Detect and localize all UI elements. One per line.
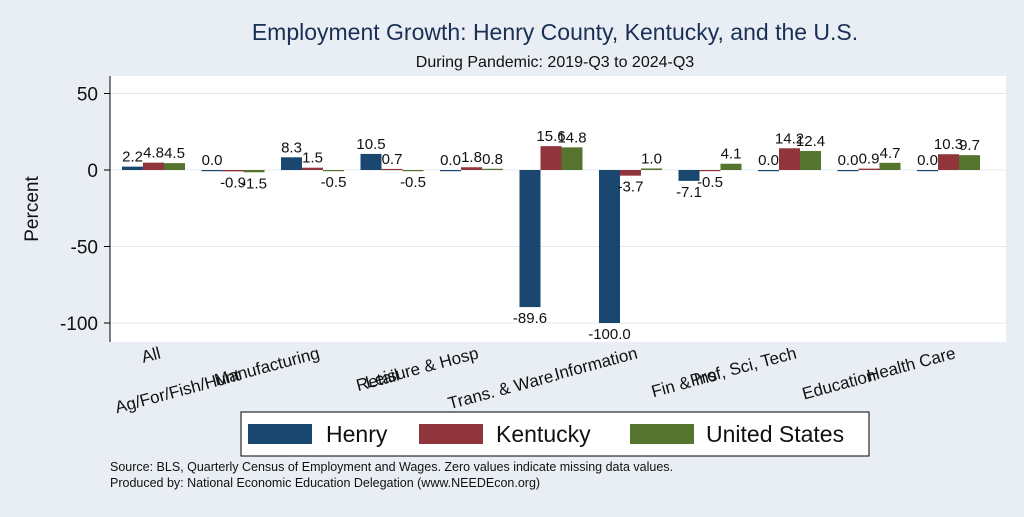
data-label-henry: -7.1 [676, 184, 702, 201]
chart-subtitle: During Pandemic: 2019-Q3 to 2024-Q3 [416, 54, 694, 71]
category-label: Manufacturing [213, 344, 322, 390]
legend-swatch-kentucky [419, 424, 483, 444]
bar-henry [281, 157, 302, 170]
footer-produced-by: Produced by: National Economic Education… [110, 476, 540, 490]
y-tick-label: -50 [71, 238, 98, 259]
bar-henry [201, 170, 223, 172]
data-label-kentucky: 1.8 [461, 149, 482, 166]
bar-kentucky [699, 170, 721, 172]
bars-layer [122, 146, 980, 323]
category-label: All [139, 344, 162, 367]
data-label-henry: -89.6 [513, 310, 547, 327]
data-label-henry: -100.0 [588, 326, 631, 343]
legend-box [240, 411, 870, 457]
footer-source: Source: BLS, Quarterly Census of Employm… [110, 460, 673, 474]
data-label-henry: 10.5 [356, 136, 385, 153]
category-label: Health Care [865, 344, 958, 386]
bar-kentucky [620, 170, 641, 176]
data-label-united-states: 4.1 [721, 146, 742, 163]
legend-label-henry: Henry [326, 421, 388, 447]
bar-henry [440, 170, 461, 172]
data-label-henry: 2.2 [122, 149, 143, 166]
bar-kentucky [143, 162, 164, 170]
data-label-henry: 0.0 [838, 152, 859, 169]
bar-united-states [164, 163, 185, 170]
data-label-united-states: 0.8 [482, 151, 503, 168]
data-label-henry: 0.0 [758, 152, 779, 169]
data-label-united-states: -0.5 [400, 174, 426, 191]
data-label-united-states: 12.4 [796, 133, 825, 150]
bar-united-states [323, 170, 344, 172]
data-label-henry: 0.0 [440, 152, 461, 169]
y-axis-label: Percent [22, 176, 43, 242]
data-label-united-states: 1.0 [641, 150, 662, 167]
data-label-kentucky: 0.9 [859, 151, 880, 168]
legend-label-kentucky: Kentucky [496, 421, 591, 447]
bar-kentucky [302, 167, 323, 170]
data-label-henry: 8.3 [281, 139, 302, 156]
bar-henry [360, 153, 382, 170]
bar-henry [917, 170, 938, 172]
data-label-kentucky: 10.3 [934, 136, 963, 153]
bar-kentucky [540, 146, 562, 170]
y-tick-label: -100 [60, 314, 98, 335]
bar-henry [837, 170, 859, 172]
bar-kentucky [461, 167, 482, 170]
chart-title: Employment Growth: Henry County, Kentuck… [252, 19, 858, 45]
bar-united-states [641, 168, 662, 170]
data-label-kentucky: -0.5 [697, 174, 723, 191]
data-label-united-states: 14.8 [557, 129, 586, 146]
bar-henry [678, 170, 700, 181]
data-label-united-states: 9.7 [959, 137, 980, 154]
bar-kentucky [381, 168, 403, 171]
data-label-united-states: -0.5 [321, 174, 347, 191]
bar-united-states [800, 151, 821, 170]
y-tick-label: 0 [87, 161, 98, 182]
data-label-kentucky: -0.9 [220, 174, 246, 191]
data-label-kentucky: 14.2 [775, 130, 804, 147]
bar-united-states [879, 162, 901, 170]
legend: Henry Kentucky United States [240, 411, 870, 457]
legend-swatch-henry [248, 424, 312, 444]
bar-henry [758, 170, 779, 172]
bar-united-states [959, 155, 980, 170]
data-label-kentucky: 0.7 [382, 151, 403, 168]
bar-kentucky [938, 154, 959, 170]
bar-united-states [482, 168, 503, 170]
category-label: Information [552, 344, 639, 384]
bar-henry [599, 170, 620, 323]
data-label-united-states: -1.5 [241, 175, 267, 192]
bar-henry [519, 170, 541, 308]
data-label-kentucky: -3.7 [618, 179, 644, 196]
bar-united-states [243, 170, 265, 173]
labels-layer: 2.2 4.8 4.5 0.0 -0.9-1.5 8.31.5 -0.5 10.50.7 -0.… [122, 128, 980, 343]
data-label-kentucky: 1.5 [302, 150, 323, 167]
legend-swatch-united-states [630, 424, 694, 444]
y-tick-label: 50 [77, 85, 98, 106]
category-label: Prof, Sci, Tech [688, 344, 798, 391]
data-label-henry: 0.0 [202, 152, 223, 169]
data-label-kentucky: 4.8 [143, 145, 164, 162]
y-ticks: 50 0 -50 -100 [60, 85, 110, 335]
legend-label-united-states: United States [706, 421, 844, 447]
bar-united-states [720, 163, 742, 170]
plot-area [110, 76, 1006, 342]
data-label-united-states: 4.5 [164, 145, 185, 162]
bar-kentucky [779, 148, 800, 170]
category-label: Trans. & Ware. [446, 366, 560, 414]
bar-henry [122, 166, 143, 170]
data-label-united-states: 4.7 [880, 145, 901, 162]
bar-united-states [561, 147, 583, 170]
category-label: Leisure & Hosp [363, 344, 480, 392]
data-label-henry: 0.0 [917, 152, 938, 169]
bar-united-states [402, 170, 424, 172]
bar-kentucky [858, 168, 880, 170]
bar-kentucky [222, 170, 244, 172]
data-label-kentucky: 15.6 [536, 128, 565, 145]
